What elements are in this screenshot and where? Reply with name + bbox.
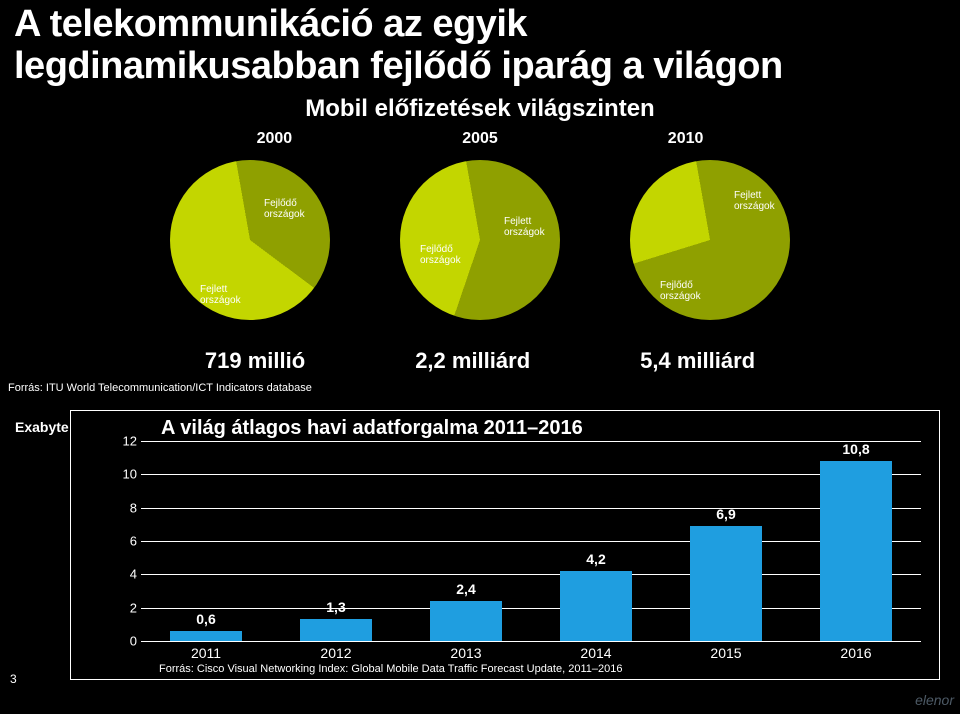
brand-logo: elenor: [915, 692, 954, 708]
bar-value-label: 6,9: [690, 506, 762, 522]
title-line-1: A telekommunikáció az egyik: [14, 4, 783, 46]
pie2-label-developed: Fejlettországok: [734, 190, 775, 212]
y-tick: 12: [115, 434, 137, 449]
pie0-label-developed: Fejlettországok: [200, 284, 241, 306]
gridline: [141, 508, 921, 509]
pie-metrics-row: 719 millió 2,2 milliárd 5,4 milliárd: [0, 348, 960, 374]
subtitle: Mobil előfizetések világszinten: [0, 95, 960, 123]
gridline: [141, 541, 921, 542]
gridline: [141, 441, 921, 442]
y-tick: 2: [115, 600, 137, 615]
gridline: [141, 474, 921, 475]
pie0-label-developing: Fejlődőországok: [264, 198, 305, 220]
y-tick: 8: [115, 500, 137, 515]
source-cisco: Forrás: Cisco Visual Networking Index: G…: [159, 663, 622, 675]
bar: 4,2: [560, 571, 632, 641]
x-tick: 2014: [580, 645, 611, 661]
bar: 0,6: [170, 631, 242, 641]
pie-year-1: 2005: [462, 130, 498, 148]
x-tick: 2012: [320, 645, 351, 661]
bar: 2,4: [430, 601, 502, 641]
pie-row: Fejlődőországok Fejlettországok Fejlődőo…: [0, 160, 960, 320]
metric-1: 2,2 milliárd: [415, 348, 530, 374]
page-number: 3: [10, 672, 17, 686]
x-tick: 2016: [840, 645, 871, 661]
barchart: Exabyte A világ átlagos havi adatforgalm…: [70, 410, 940, 680]
y-tick: 10: [115, 467, 137, 482]
title-line-2: legdinamikusabban fejlődő iparág a világ…: [14, 46, 783, 88]
x-tick: 2011: [191, 645, 221, 661]
pie-year-2: 2010: [668, 130, 704, 148]
pie-chart-1: [400, 160, 560, 320]
gridline: [141, 641, 921, 642]
y-tick: 4: [115, 567, 137, 582]
gridline: [141, 574, 921, 575]
y-tick: 0: [115, 634, 137, 649]
barchart-title: A világ átlagos havi adatforgalma 2011–2…: [161, 417, 583, 440]
pie-chart-0: [170, 160, 330, 320]
pie-chart-2: [630, 160, 790, 320]
pie-year-row: 2000 2005 2010: [0, 130, 960, 148]
pie1-label-developed: Fejlettországok: [504, 216, 545, 238]
x-tick: 2013: [450, 645, 481, 661]
y-tick: 6: [115, 534, 137, 549]
bar-value-label: 1,3: [300, 599, 372, 615]
gridline: [141, 608, 921, 609]
pie2-label-developing: Fejlődőországok: [660, 280, 701, 302]
bar-value-label: 0,6: [170, 611, 242, 627]
pie-2000: Fejlődőországok Fejlettországok: [170, 160, 330, 320]
pie-2010: Fejlődőországok Fejlettországok: [630, 160, 790, 320]
bar: 1,3: [300, 619, 372, 641]
metric-2: 5,4 milliárd: [640, 348, 755, 374]
bar-value-label: 2,4: [430, 581, 502, 597]
source-itu: Forrás: ITU World Telecommunication/ICT …: [8, 382, 312, 394]
bar: 6,9: [690, 526, 762, 641]
pie-year-0: 2000: [257, 130, 293, 148]
barchart-plot: 0246810120,620111,320122,420134,220146,9…: [141, 441, 921, 641]
metric-0: 719 millió: [205, 348, 305, 374]
bar-value-label: 4,2: [560, 551, 632, 567]
bar-value-label: 10,8: [820, 441, 892, 457]
bar: 10,8: [820, 461, 892, 641]
pie-2005: Fejlődőországok Fejlettországok: [400, 160, 560, 320]
main-title: A telekommunikáció az egyik legdinamikus…: [14, 4, 783, 88]
y-axis-label: Exabyte: [15, 419, 69, 435]
pie1-label-developing: Fejlődőországok: [420, 244, 461, 266]
x-tick: 2015: [710, 645, 741, 661]
